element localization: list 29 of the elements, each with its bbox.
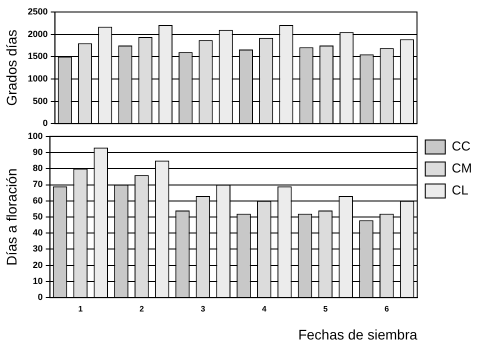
x-tick-label: 2 xyxy=(139,304,144,314)
y-tick-label: 20 xyxy=(32,260,43,270)
y-axis-title: Días a floración xyxy=(3,168,20,266)
y-tick-label: 500 xyxy=(32,96,48,106)
y-tick-label: 2500 xyxy=(28,6,48,16)
y-tick-label: 60 xyxy=(32,195,43,206)
y-tick-label: 10 xyxy=(32,276,43,286)
y-tick-label: 0 xyxy=(42,118,48,128)
y-tick-label: 2000 xyxy=(28,28,48,39)
legend-label: CL xyxy=(452,182,468,198)
legend-label: CM xyxy=(452,160,472,176)
y-tick-label: 90 xyxy=(32,147,43,158)
legend-label: CC xyxy=(452,138,471,154)
x-tick-label: 5 xyxy=(323,304,328,314)
y-tick-label: 50 xyxy=(32,211,43,222)
x-tick-label: 6 xyxy=(384,304,390,314)
x-axis-title: Fechas de siembra xyxy=(298,326,418,342)
x-tick-label: 1 xyxy=(78,304,84,314)
x-tick-label: 3 xyxy=(200,304,206,314)
y-axis-title: Grados días xyxy=(3,30,20,106)
x-tick-label: 4 xyxy=(262,304,267,314)
y-tick-label: 1000 xyxy=(28,73,48,84)
y-tick-label: 1500 xyxy=(28,51,48,62)
y-tick-label: 80 xyxy=(32,163,43,174)
y-tick-label: 100 xyxy=(28,130,43,141)
y-tick-label: 30 xyxy=(32,244,43,254)
y-tick-label: 40 xyxy=(32,228,43,238)
y-tick-label: 0 xyxy=(38,292,43,302)
y-tick-label: 70 xyxy=(32,179,43,190)
